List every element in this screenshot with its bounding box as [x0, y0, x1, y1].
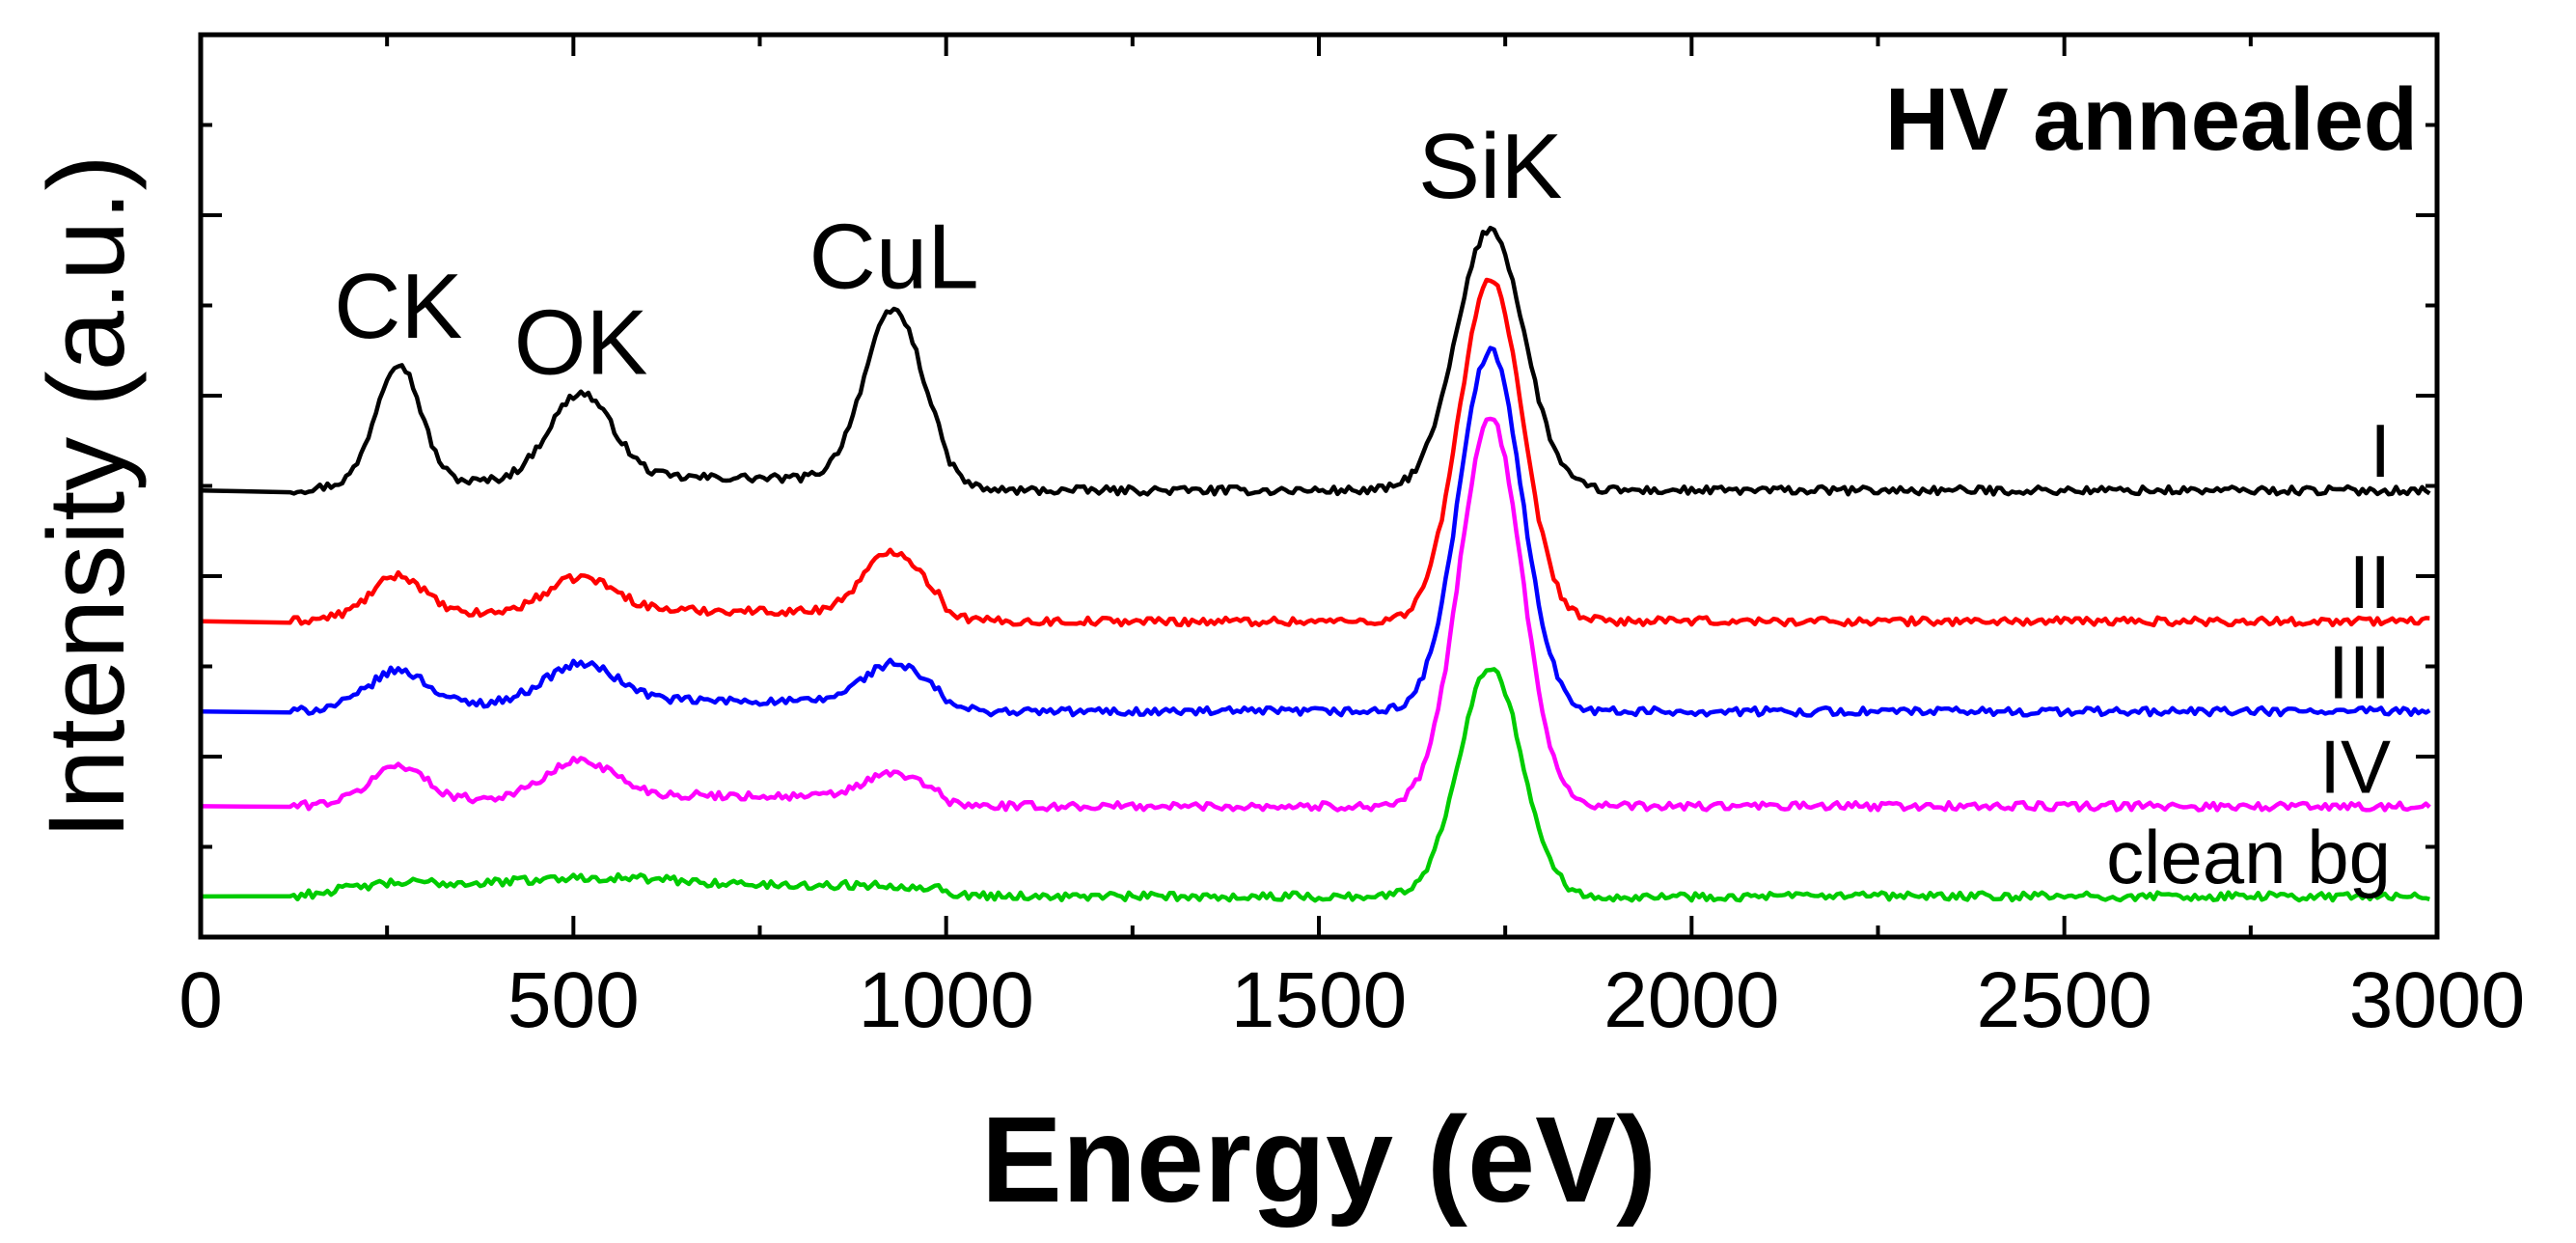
x-tick-label: 2500	[1976, 956, 2151, 1044]
series-line-clean-bg	[200, 667, 2430, 903]
series-label-II: II	[2349, 539, 2391, 624]
series-label-clean-bg: clean bg	[2106, 815, 2391, 899]
x-tick-label: 2000	[1603, 956, 1779, 1044]
peak-labels: CK OK CuL SiK	[334, 115, 1562, 394]
series-line-II	[200, 277, 2430, 628]
series-label-I: I	[2370, 408, 2391, 493]
plot-frame	[198, 32, 2440, 940]
peak-label-ck: CK	[334, 255, 462, 358]
x-tick-labels: 0 500 1000 1500 2000 2500 3000	[178, 956, 2525, 1044]
peak-label-cul: CuL	[809, 206, 979, 309]
x-tick-label: 1000	[858, 956, 1033, 1044]
x-tick-label: 1500	[1231, 956, 1407, 1044]
x-tick-label: 0	[178, 956, 223, 1044]
series-line-III	[200, 345, 2431, 718]
chart-title: HV annealed	[1885, 70, 2418, 169]
x-axis-title: Energy (eV)	[981, 1091, 1657, 1228]
y-axis-title: Intensity (a.u.)	[26, 154, 147, 840]
peak-label-sik: SiK	[1418, 115, 1562, 218]
series-label-III: III	[2328, 629, 2391, 714]
x-tick-label: 500	[507, 956, 640, 1044]
series-line-I	[200, 225, 2431, 497]
series-layer	[200, 225, 2431, 903]
series-label-IV: IV	[2319, 724, 2391, 809]
x-tick-label: 3000	[2349, 956, 2525, 1044]
peak-label-ok: OK	[514, 290, 648, 394]
series-line-IV	[200, 416, 2431, 813]
